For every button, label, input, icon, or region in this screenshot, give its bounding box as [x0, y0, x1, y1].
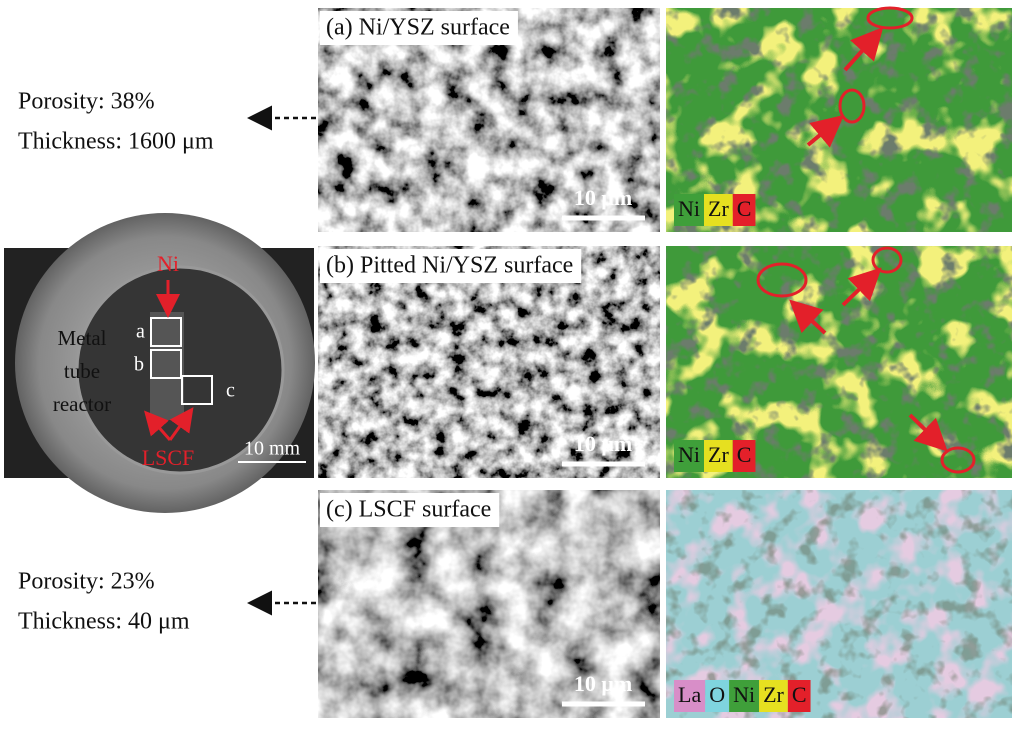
legend-label: C [792, 682, 807, 707]
porosity-note: Porosity: 23% [18, 569, 155, 595]
legend-swatch [704, 194, 733, 226]
scale-label: 10 μm [574, 671, 632, 696]
reactor-photo [4, 213, 315, 513]
legend-swatch [759, 680, 788, 712]
title-box [320, 11, 518, 45]
legend-swatch [704, 440, 733, 472]
box-label: c [226, 380, 235, 402]
legend-label: Zr [708, 442, 729, 467]
thickness-note: Thickness: 40 μm [18, 609, 190, 635]
sem-image [318, 246, 660, 478]
legend-label: C [737, 196, 752, 221]
porosity-note: Porosity: 38% [18, 89, 155, 115]
thickness-note: Thickness: 1600 μm [18, 129, 214, 155]
legend-label: O [709, 682, 725, 707]
legend-label: C [737, 442, 752, 467]
legend-label: La [678, 682, 701, 707]
scale-label: 10 μm [574, 185, 632, 210]
photo-label: Metal [58, 326, 107, 350]
legend-swatch [674, 440, 704, 472]
legend-label: Zr [708, 196, 729, 221]
title-box [320, 249, 582, 283]
legend-swatch [705, 680, 730, 712]
legend-swatch [732, 440, 756, 472]
panel-title: (c) LSCF surface [326, 497, 491, 523]
scale-label: 10 μm [574, 431, 632, 456]
eds-map [666, 490, 1012, 718]
panel-title: (a) Ni/YSZ surface [326, 15, 510, 41]
photo-label: tube [64, 359, 100, 383]
box-label: a [136, 321, 145, 343]
title-box [320, 493, 500, 527]
photo-label: reactor [53, 392, 111, 416]
eds-map [666, 246, 1012, 478]
legend-label: Ni [678, 196, 700, 221]
legend-swatch [674, 194, 704, 226]
legend-swatch [729, 680, 760, 712]
legend-label: Ni [678, 442, 700, 467]
box-label: b [134, 354, 144, 376]
photo-scale: 10 mm [244, 438, 301, 460]
legend-swatch [787, 680, 811, 712]
legend-swatch [732, 194, 756, 226]
photo-label: Ni [157, 251, 179, 276]
sem-image [318, 8, 660, 232]
legend-swatch [674, 680, 706, 712]
legend-label: Zr [763, 682, 784, 707]
legend-label: Ni [733, 682, 755, 707]
photo-label: LSCF [142, 445, 195, 470]
panel-title: (b) Pitted Ni/YSZ surface [326, 253, 573, 279]
sem-image [318, 490, 660, 718]
